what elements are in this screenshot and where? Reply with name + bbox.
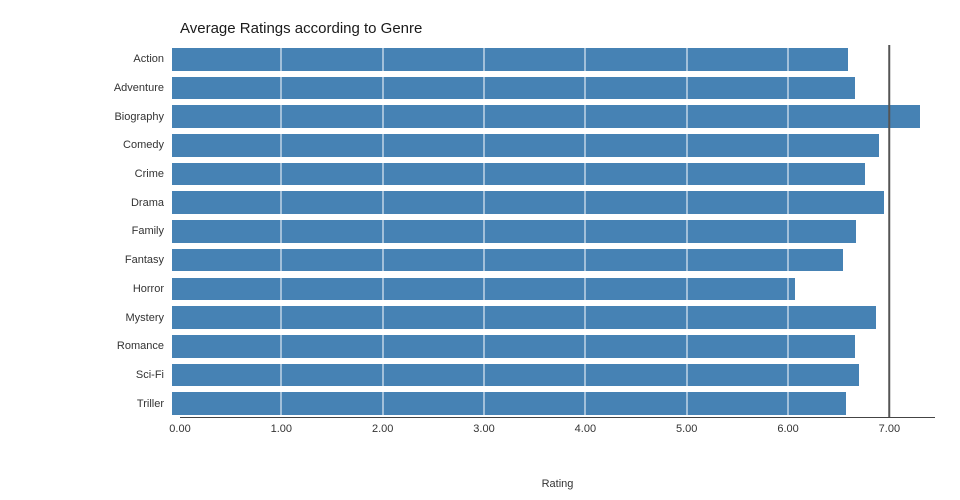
bar-track (172, 246, 935, 275)
x-tick-label: 5.00 (675, 423, 698, 435)
y-tick-label: Horror (132, 282, 164, 295)
y-tick-label: Biography (114, 110, 164, 123)
bar-crime (172, 162, 866, 186)
bar-family (172, 220, 857, 243)
bar-biography (172, 105, 920, 129)
x-tick-label: 6.00 (777, 423, 799, 435)
x-axis-label: Rating (541, 478, 574, 490)
bar-rows: Action Adventure Biography Comedy Crime Drama… (0, 45, 960, 418)
x-tick-label: 1.00 (270, 423, 293, 435)
bar-drama (172, 191, 884, 215)
x-tick-label: 7.00 (878, 423, 901, 435)
bar-action (172, 48, 848, 71)
y-tick-label: Romance (116, 340, 164, 353)
bar-track (172, 217, 935, 246)
chart-row: Action (0, 45, 960, 74)
bar-triller (172, 392, 846, 415)
y-tick-label: Crime (134, 168, 164, 181)
bar-track (172, 389, 935, 418)
y-tick-label: Triller (136, 397, 164, 410)
bar-track (172, 275, 935, 304)
chart-row: Adventure (0, 74, 960, 103)
chart-row: Fantasy (0, 246, 960, 275)
bar-track (172, 45, 935, 74)
y-tick-label: Family (131, 225, 164, 238)
bar-mystery (172, 306, 876, 329)
x-tick-label: 2.00 (371, 423, 394, 435)
chart-row: Romance (0, 332, 960, 361)
bar-sci-fi (172, 363, 860, 387)
y-tick-label: Mystery (125, 311, 165, 324)
y-tick-label: Drama (130, 196, 164, 209)
chart-row: Sci-Fi (0, 361, 960, 390)
bar-romance (172, 334, 856, 358)
bar-track (172, 188, 935, 217)
bar-track (172, 332, 935, 361)
bar-track (172, 102, 935, 131)
bar-track (172, 361, 935, 390)
chart-row: Drama (0, 188, 960, 217)
x-tick-label: 4.00 (574, 423, 597, 435)
y-tick-label: Fantasy (124, 254, 164, 267)
y-tick-label: Action (133, 53, 164, 66)
bar-track (172, 74, 935, 103)
chart-title: Average Ratings according to Genre (180, 20, 423, 37)
bar-track (172, 160, 935, 189)
y-tick-label: Comedy (123, 139, 164, 152)
y-tick-label: Sci-Fi (135, 368, 164, 381)
chart-row: Mystery (0, 303, 960, 332)
chart-row: Crime (0, 160, 960, 189)
x-axis-ticks: 0.00 1.00 2.00 3.00 4.00 5.00 6.00 7.00 (169, 423, 935, 437)
chart-row: Comedy (0, 131, 960, 160)
chart-row: Family (0, 217, 960, 246)
bar-track (172, 131, 935, 160)
chart-row: Biography (0, 102, 960, 131)
bar-adventure (172, 76, 856, 100)
chart-row: Horror (0, 275, 960, 304)
y-tick-label: Adventure (113, 82, 164, 95)
bar-horror (172, 277, 795, 301)
chart-row: Triller (0, 389, 960, 418)
bar-track (172, 303, 935, 332)
x-tick-label: 0.00 (169, 423, 191, 435)
x-tick-label: 3.00 (473, 423, 495, 435)
plot-area: Action Adventure Biography Comedy Crime Drama… (0, 45, 960, 418)
bar-comedy (172, 134, 879, 157)
bar-fantasy (172, 248, 843, 272)
